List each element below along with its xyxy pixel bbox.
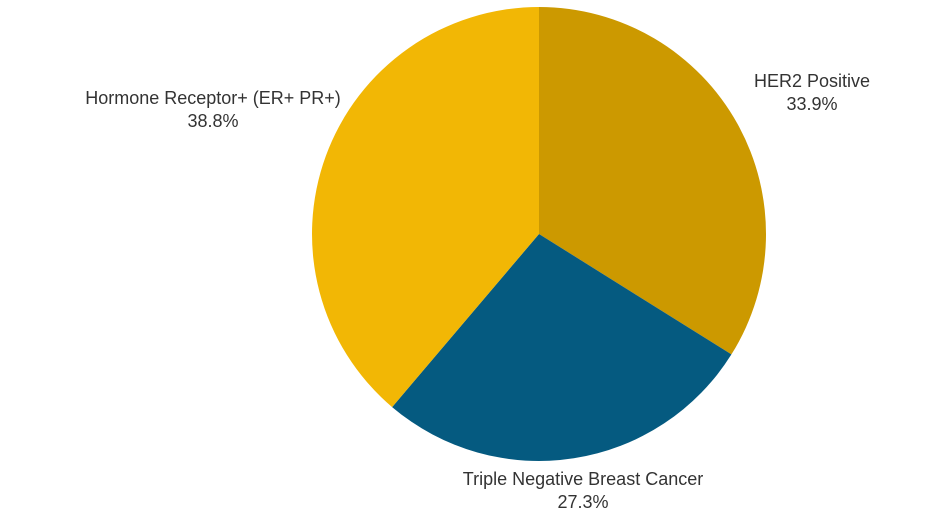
slice-label-text: HER2 Positive	[753, 71, 871, 91]
slice-label-text: Hormone Receptor+ (ER+ PR+)	[85, 88, 341, 108]
slice-percent-text: 38.8%	[187, 111, 239, 131]
pie-slice-2	[312, 7, 539, 408]
slice-percent-text: 27.3%	[557, 492, 609, 512]
slice-label-hormone-receptor: Hormone Receptor+ (ER+ PR+) 38.8%	[85, 87, 341, 133]
slice-label-her2-positive: HER2 Positive 33.9%	[754, 70, 870, 116]
slice-label-triple-negative: Triple Negative Breast Cancer 27.3%	[463, 468, 703, 514]
slice-label-text: Triple Negative Breast Cancer	[462, 469, 704, 489]
pie-slice-0	[539, 7, 766, 355]
pie-slice-1	[392, 234, 732, 461]
slice-percent-text: 33.9%	[786, 94, 838, 114]
